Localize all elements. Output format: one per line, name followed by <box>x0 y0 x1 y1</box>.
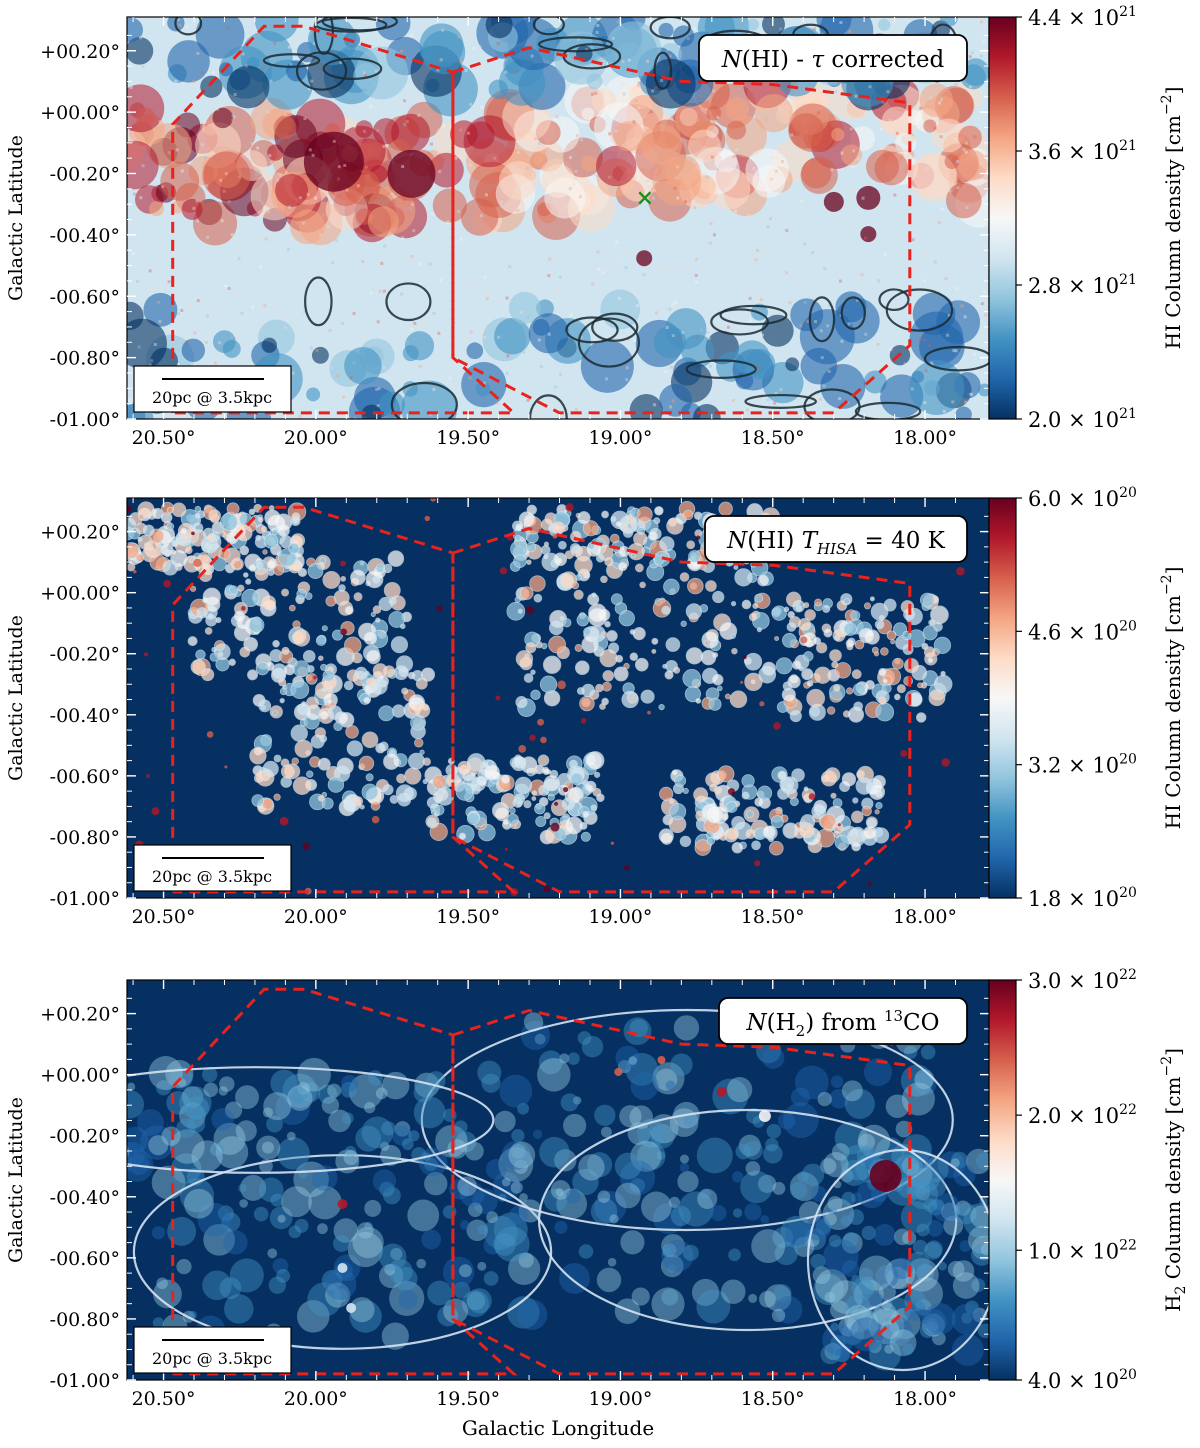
x-tick-label: 19.50° <box>436 1388 500 1410</box>
x-tick-label: 20.50° <box>132 906 196 928</box>
panel-1: × 20.50° 20.00° 19.50° 19.00° 18.50° 18.00° +00… <box>5 4 1185 449</box>
colorbar-label: HI Column density [cm−2] <box>1159 567 1185 830</box>
scale-bar-label: 20pc @ 3.5kpc <box>152 867 272 886</box>
colorbar-gradient <box>988 979 1017 1381</box>
boundary-left <box>171 505 518 894</box>
x-axis-label: Galactic Longitude <box>462 1416 654 1440</box>
y-tick-label: -00.20° <box>50 164 120 186</box>
heatmap-image <box>127 498 989 898</box>
colorbar-tick-label: 3.2 × 1020 <box>1028 752 1137 778</box>
x-tick-label: 20.50° <box>132 427 196 449</box>
scale-bar: 20pc @ 3.5kpc <box>133 844 292 892</box>
boundary-left <box>171 24 518 415</box>
colorbar-tick-label: 4.4 × 1021 <box>1028 4 1137 30</box>
x-tick-label: 18.00° <box>893 1388 957 1410</box>
annotation-box <box>718 997 968 1045</box>
heatmap-image <box>127 980 989 1380</box>
y-tick-label: -00.40° <box>50 1187 120 1209</box>
y-tick-label: +00.00° <box>40 583 120 605</box>
colorbar-tick-label: 6.0 × 1020 <box>1028 485 1137 511</box>
x-tick-label: 20.00° <box>284 427 348 449</box>
colorbar-tick-label: 1.0 × 1022 <box>1028 1237 1137 1263</box>
x-tick-label: 18.50° <box>741 1388 805 1410</box>
scale-bar-label: 20pc @ 3.5kpc <box>152 1349 272 1368</box>
colorbar: 6.0 × 1020 4.6 × 1020 3.2 × 1020 1.8 × 1020… <box>988 485 1185 911</box>
colorbar-label: HI Column density [cm−2] <box>1159 87 1185 350</box>
x-tick-label: 20.50° <box>132 1388 196 1410</box>
y-tick-label: +00.20° <box>40 1004 120 1026</box>
boundary-right <box>451 1008 912 1376</box>
y-tick-label: -00.40° <box>50 225 120 247</box>
x-tick-label: 18.50° <box>741 427 805 449</box>
y-tick-label: +00.20° <box>40 522 120 544</box>
scale-bar-box <box>133 1326 292 1374</box>
x-tick-label: 18.00° <box>893 427 957 449</box>
annotation-text: N(H2) from 13CO <box>745 1007 939 1040</box>
colorbar: 4.4 × 1021 3.6 × 1021 2.8 × 1021 2.0 × 1021… <box>988 4 1185 432</box>
y-axis-label: Galactic Latitude <box>5 135 27 301</box>
y-tick-label: -00.80° <box>50 348 120 370</box>
panel-annotation: N(HI) - τ corrected <box>698 34 968 82</box>
scale-bar: 20pc @ 3.5kpc <box>133 365 292 413</box>
colorbar-tick-label: 3.0 × 1022 <box>1028 967 1137 993</box>
boundary-right <box>451 46 912 415</box>
colorbar-gradient <box>988 16 1017 420</box>
y-tick-label: +00.20° <box>40 41 120 63</box>
y-tick-label: -01.00° <box>50 888 120 910</box>
colorbar-tick-label: 1.8 × 1020 <box>1028 885 1137 911</box>
y-tick-label: +00.00° <box>40 1065 120 1087</box>
x-tick-label: 20.00° <box>284 1388 348 1410</box>
colorbar-tick-label: 4.6 × 1020 <box>1028 618 1137 644</box>
y-axis-label: Galactic Latitude <box>5 615 27 781</box>
annotation-box <box>704 515 968 563</box>
x-tick-label: 18.00° <box>893 906 957 928</box>
heatmap-image: × <box>127 17 989 419</box>
scale-bar-box <box>133 844 292 892</box>
colorbar-tick-label: 2.0 × 1022 <box>1028 1102 1137 1128</box>
panel-3: 20.50° 20.00° 19.50° 19.00° 18.50° 18.00° +00.… <box>5 967 1189 1440</box>
x-tick-label: 19.00° <box>588 427 652 449</box>
x-tick-label: 18.50° <box>741 906 805 928</box>
scale-bar: 20pc @ 3.5kpc <box>133 1326 292 1374</box>
colorbar: 3.0 × 1022 2.0 × 1022 1.0 × 1022 4.0 × 1020… <box>988 967 1189 1393</box>
y-tick-label: -00.60° <box>50 286 120 308</box>
y-tick-label: -00.60° <box>50 766 120 788</box>
x-tick-label: 19.50° <box>436 906 500 928</box>
y-tick-label: -00.80° <box>50 1309 120 1331</box>
source-marker: × <box>636 185 654 211</box>
colorbar-tick-label: 4.0 × 1020 <box>1028 1367 1137 1393</box>
y-tick-label: -00.80° <box>50 827 120 849</box>
y-tick-label: -00.40° <box>50 705 120 727</box>
colorbar-gradient <box>988 497 1017 899</box>
panel-annotation: N(H2) from 13CO <box>718 997 968 1045</box>
y-axis-label: Galactic Latitude <box>5 1097 27 1263</box>
panel-annotation: N(HI) THISA = 40 K <box>704 515 968 563</box>
colorbar-tick-label: 2.0 × 1021 <box>1028 406 1137 432</box>
boundary-right <box>451 526 912 894</box>
boundary-left <box>171 987 518 1376</box>
x-tick-label: 19.50° <box>436 427 500 449</box>
y-tick-label: +00.00° <box>40 102 120 124</box>
x-tick-label: 19.00° <box>588 1388 652 1410</box>
colorbar-label: H2 Column density [cm−2] <box>1159 1048 1189 1312</box>
y-tick-label: -00.20° <box>50 1126 120 1148</box>
scale-bar-box <box>133 365 292 413</box>
x-tick-label: 20.00° <box>284 906 348 928</box>
panel-2: 20.50° 20.00° 19.50° 19.00° 18.50° 18.00° +00.… <box>5 485 1185 928</box>
y-tick-label: -01.00° <box>50 1370 120 1392</box>
annotation-text: N(HI) - τ corrected <box>721 47 945 73</box>
scale-bar-label: 20pc @ 3.5kpc <box>152 388 272 407</box>
annotation-text: N(HI) THISA = 40 K <box>726 528 945 558</box>
colorbar-tick-label: 3.6 × 1021 <box>1028 138 1137 164</box>
x-tick-label: 19.00° <box>588 906 652 928</box>
y-tick-label: -00.60° <box>50 1248 120 1270</box>
y-tick-label: -00.20° <box>50 644 120 666</box>
annotation-box <box>698 34 968 82</box>
colorbar-tick-label: 2.8 × 1021 <box>1028 272 1137 298</box>
y-tick-label: -01.00° <box>50 409 120 431</box>
